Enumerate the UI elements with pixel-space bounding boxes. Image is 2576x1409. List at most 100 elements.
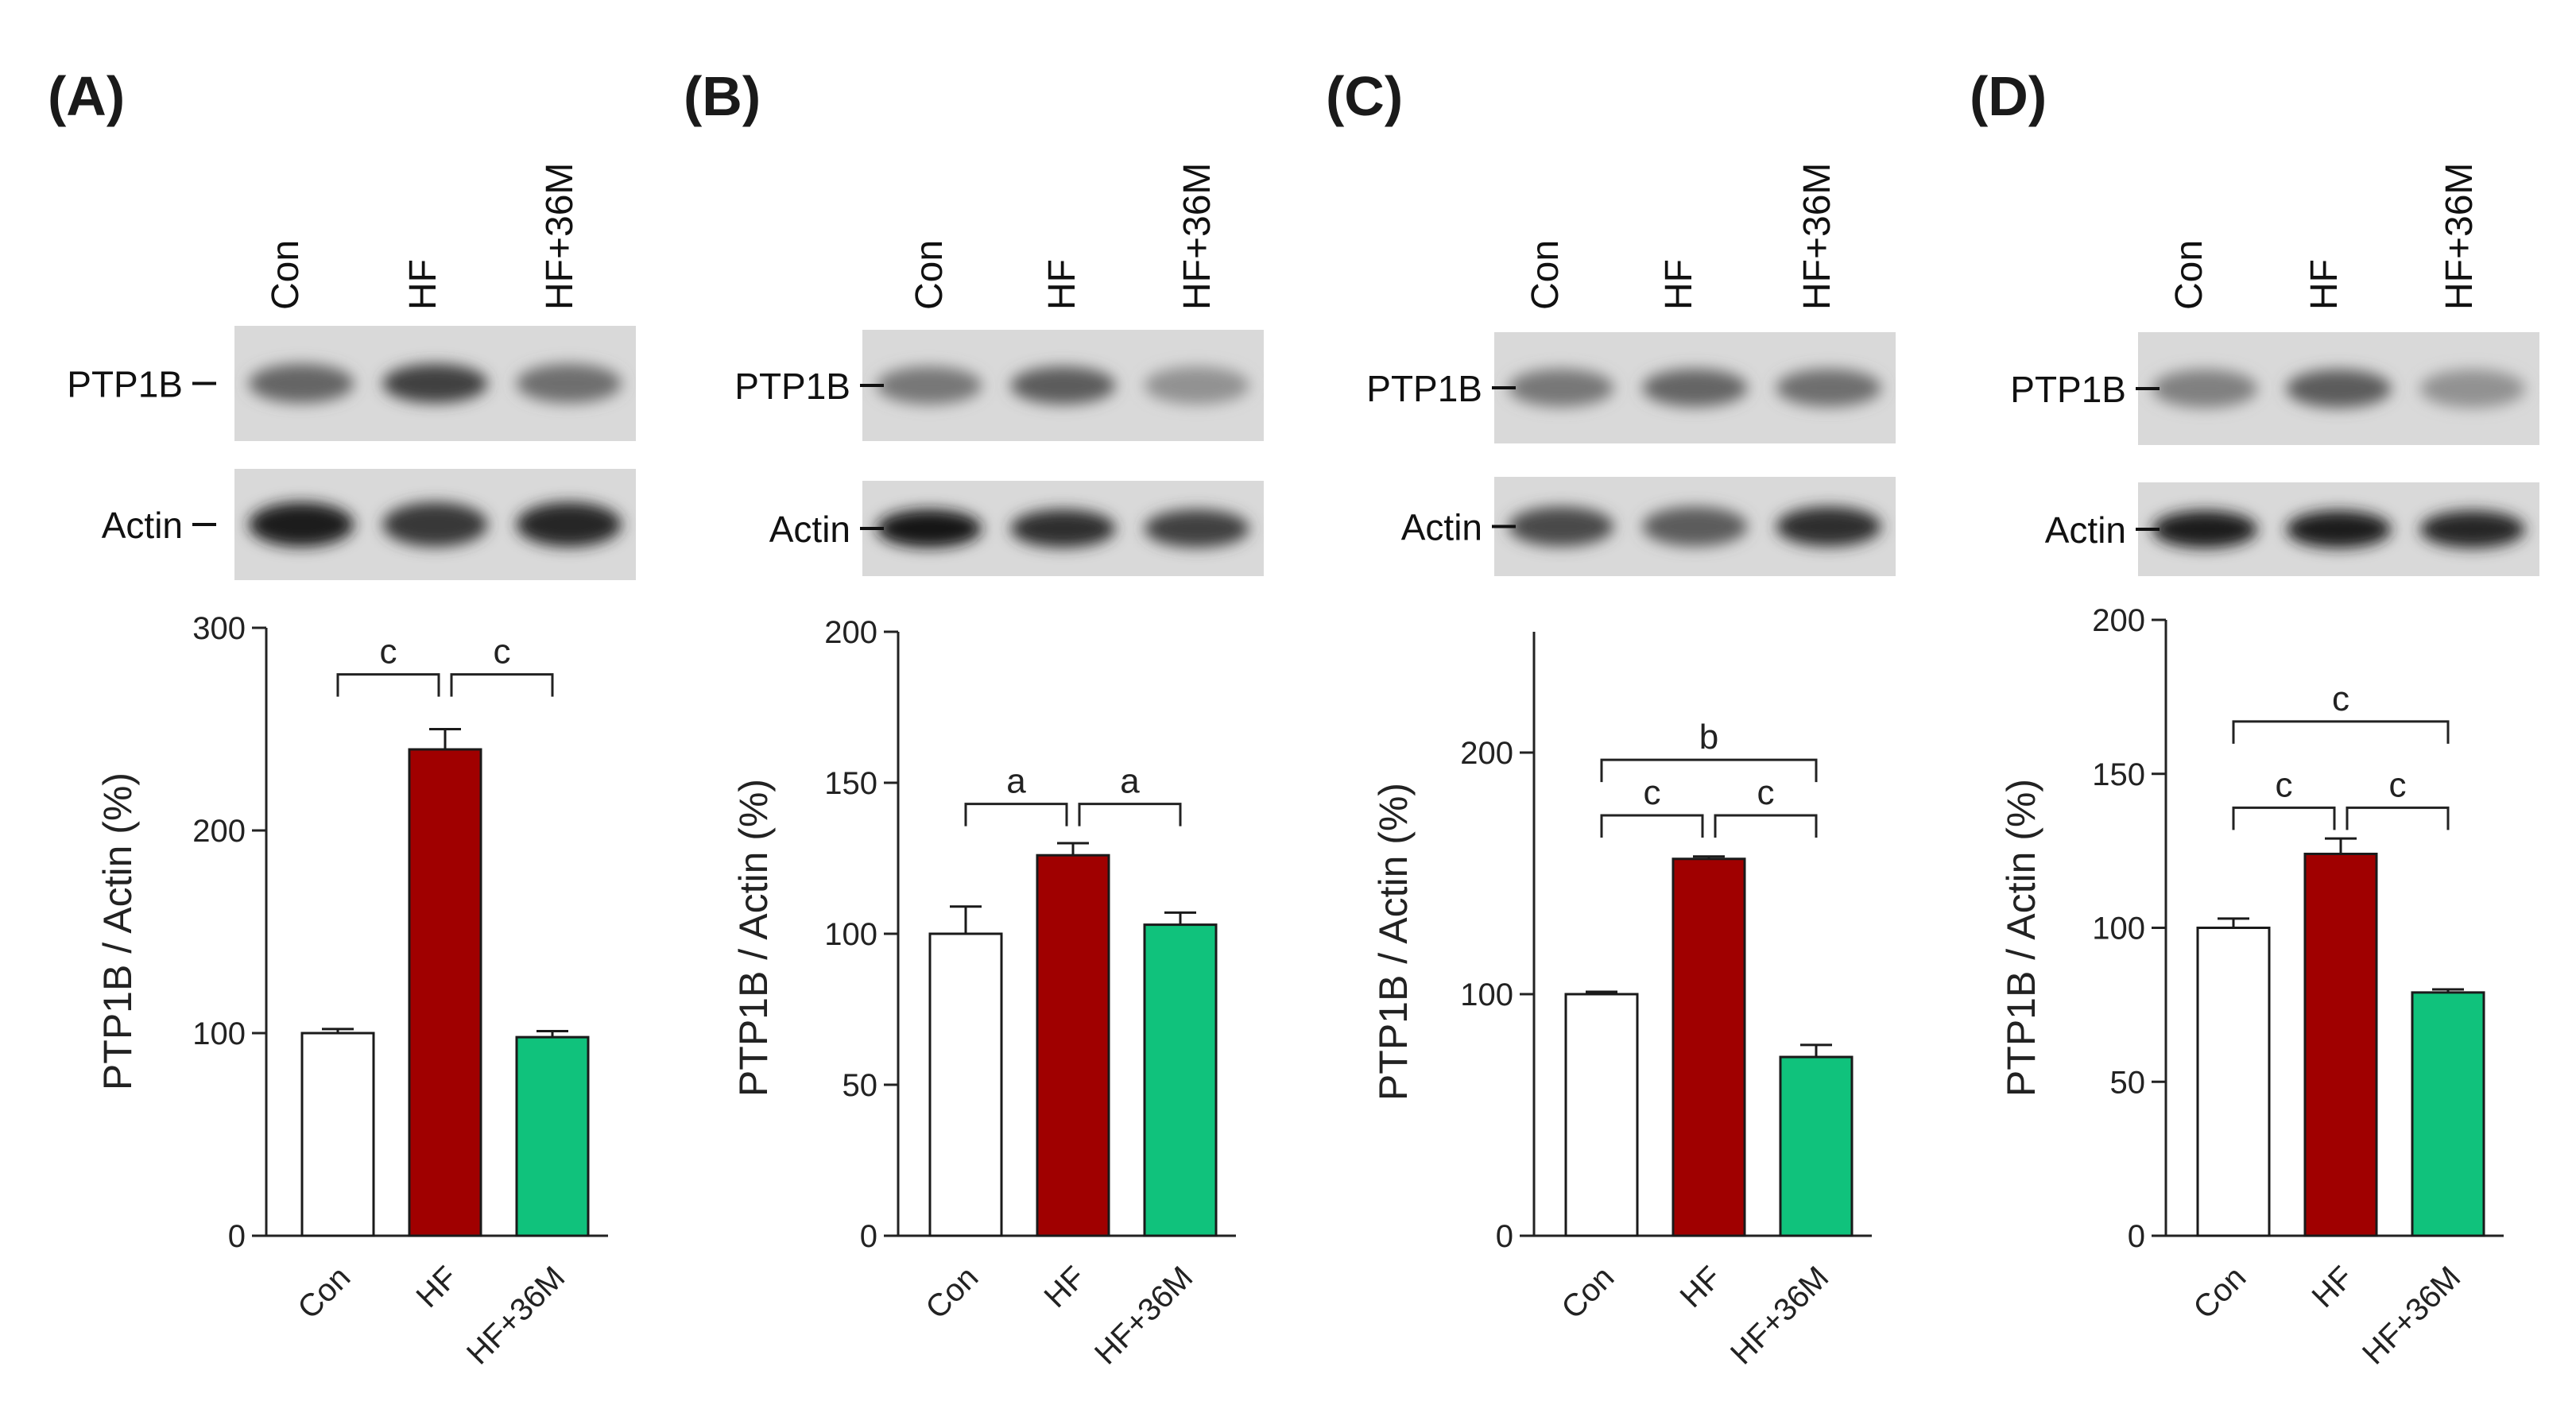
x-tick-label: HF — [1038, 1260, 1093, 1314]
lane-label: HF — [2303, 259, 2346, 310]
significance-bracket — [1714, 814, 1818, 838]
lane-label: Con — [2168, 240, 2210, 310]
blot-band — [877, 366, 982, 405]
chart-svg: (B)Con HF HF+36MPTP1BActin050100150200PTP1… — [684, 65, 1264, 1372]
significance-bracket — [1600, 814, 1704, 838]
significance-label: c — [2276, 765, 2293, 804]
lane-label: HF+36M — [539, 163, 581, 310]
blot-band — [1642, 369, 1748, 407]
panel-c: (C) Con HF HF+36M PTP1B Actin 0 100 200 PTP1B / A… — [1288, 0, 1931, 1409]
blot-label: PTP1B — [67, 364, 183, 405]
lane-label: HF+36M — [1796, 163, 1838, 310]
lane-label: Con — [908, 240, 951, 310]
bar — [2303, 853, 2378, 1237]
blot-band — [516, 363, 622, 404]
x-tick-label: HF+36M — [2356, 1260, 2467, 1371]
y-tick-label: 0 — [1496, 1219, 1513, 1254]
significance-label: a — [1120, 762, 1140, 801]
lane-label: Con — [265, 240, 307, 310]
panel-a: (A) Con HF HF+36M PTP1B Actin 0 100 200 300 PTP1B … — [0, 0, 644, 1409]
bar — [1036, 854, 1110, 1237]
blot-band — [382, 363, 488, 404]
y-tick-label: 0 — [2128, 1219, 2145, 1254]
x-tick-label: HF+36M — [1724, 1260, 1835, 1371]
blot-band — [1509, 369, 1614, 407]
blot-band — [2419, 510, 2525, 548]
blot-band — [1010, 509, 1116, 548]
blot-band — [2286, 510, 2392, 548]
x-tick-label: Con — [2187, 1260, 2253, 1326]
x-tick-label: Con — [1555, 1260, 1621, 1326]
blot-label: Actin — [2045, 509, 2126, 551]
blot-band — [1144, 366, 1250, 405]
blot-label: Actin — [102, 505, 183, 546]
bar — [1143, 923, 1218, 1237]
panel-label: (C) — [1326, 65, 1403, 127]
panel-d: (D) Con HF HF+36M PTP1B Actin 0 50 100 150 200 PTP1… — [1931, 0, 2575, 1409]
panel-label: (D) — [1970, 65, 2047, 127]
significance-label: c — [2332, 679, 2349, 718]
y-tick-label: 200 — [1460, 736, 1513, 771]
y-tick-label: 100 — [192, 1016, 246, 1051]
x-tick-label: HF — [410, 1260, 465, 1314]
y-tick-label: 100 — [824, 917, 877, 952]
y-axis-label: PTP1B / Actin (%) — [1999, 779, 2043, 1097]
blot-label: PTP1B — [734, 366, 850, 407]
x-tick-label: Con — [919, 1260, 985, 1326]
blot-band — [1010, 366, 1116, 405]
significance-bracket — [2346, 806, 2450, 830]
significance-bracket — [1600, 758, 1818, 783]
significance-bracket — [336, 673, 440, 697]
lane-label: HF+36M — [1176, 163, 1218, 310]
y-tick-label: 150 — [824, 766, 877, 801]
y-tick-label: 50 — [2110, 1065, 2146, 1100]
lane-label: HF — [1658, 259, 1700, 310]
significance-label: a — [1006, 762, 1026, 801]
blot-label: Actin — [769, 509, 850, 550]
significance-bracket — [2232, 720, 2450, 744]
x-tick-label: HF+36M — [460, 1260, 571, 1371]
significance-bracket — [964, 803, 1068, 826]
bar — [928, 932, 1003, 1237]
significance-label: c — [1757, 773, 1775, 812]
significance-bracket — [2232, 806, 2336, 830]
x-tick-label: HF+36M — [1088, 1260, 1199, 1371]
blot-band — [2286, 369, 2392, 408]
x-tick-label: HF — [2306, 1260, 2361, 1314]
blot-band — [1776, 369, 1881, 407]
y-tick-label: 0 — [228, 1219, 246, 1254]
blot-band — [1776, 506, 1881, 547]
blot-band — [249, 363, 354, 404]
lane-label: Con — [1524, 240, 1567, 310]
panel-b: (B) Con HF HF+36M PTP1B Actin 0 50 100 150 200 PTP1… — [644, 0, 1288, 1409]
blot-label: PTP1B — [2010, 369, 2126, 410]
blot-band — [382, 502, 488, 547]
bar — [2411, 991, 2485, 1237]
blot-label: Actin — [1401, 507, 1482, 548]
x-tick-label: Con — [291, 1260, 357, 1326]
y-tick-label: 150 — [2092, 757, 2145, 792]
y-tick-label: 100 — [2092, 912, 2145, 946]
blot-band — [2419, 369, 2525, 408]
y-tick-label: 50 — [843, 1068, 878, 1103]
y-axis-label: PTP1B / Actin (%) — [95, 772, 140, 1090]
blot-band — [249, 502, 354, 547]
bar — [1779, 1055, 1854, 1237]
chart-svg: (D)Con HF HF+36MPTP1BActin050100150200PTP1… — [1970, 65, 2539, 1372]
bar — [2196, 927, 2271, 1237]
blot-band — [2152, 369, 2258, 408]
y-tick-label: 200 — [824, 615, 877, 650]
y-tick-label: 300 — [192, 611, 246, 646]
y-tick-label: 200 — [2092, 603, 2145, 638]
y-tick-label: 200 — [192, 814, 246, 849]
blot-band — [516, 502, 622, 547]
bar — [300, 1032, 375, 1237]
significance-label: b — [1699, 718, 1718, 757]
bar — [1671, 857, 1746, 1237]
blot-label: PTP1B — [1366, 368, 1482, 409]
significance-label: c — [380, 633, 397, 672]
panel-label: (B) — [684, 65, 761, 127]
lane-label: HF — [1041, 259, 1083, 310]
